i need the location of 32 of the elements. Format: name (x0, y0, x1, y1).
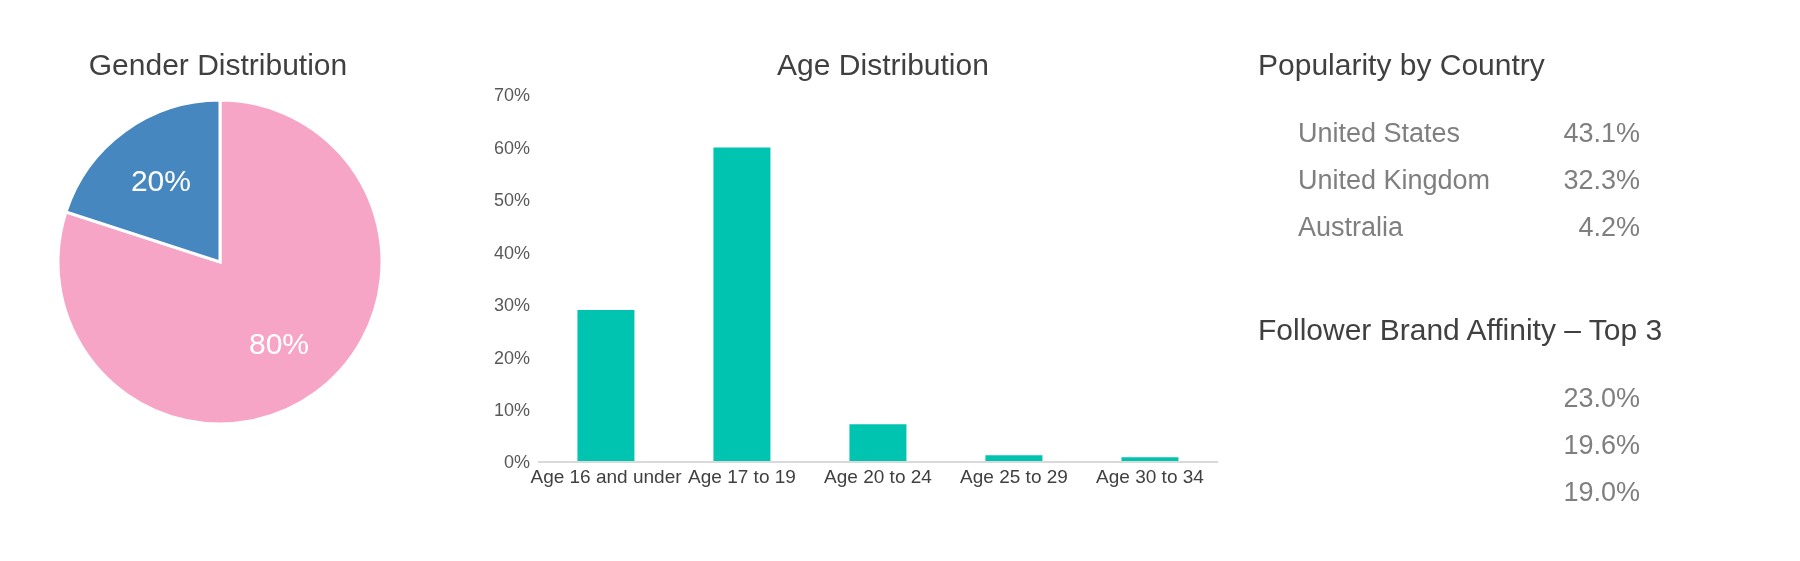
text: Follower Brand Affinity – Top 3 (1258, 313, 1664, 347)
y-tick-label: 50% (493, 190, 530, 211)
category-label: Australia (1298, 212, 1405, 243)
x-tick-label: Age 25 to 29 (960, 466, 1068, 488)
y-tick-label: 30% (493, 295, 530, 316)
y-tick-label: 20% (493, 347, 530, 368)
data-label: 43.1% (1562, 118, 1640, 149)
category-label: United Kingdom (1298, 165, 1492, 196)
bar (713, 147, 771, 462)
y-tick-label: 60% (493, 137, 530, 158)
data-label: 19.6% (1562, 430, 1640, 461)
data-label: 4.2% (1577, 212, 1640, 243)
data-label: 20% (130, 164, 191, 198)
y-tick-label: 10% (493, 399, 530, 420)
data-label: 23.0% (1562, 383, 1640, 414)
pie-slice (56, 98, 384, 426)
bar (577, 309, 635, 462)
data-label: 19.0% (1562, 477, 1640, 508)
data-label: 80% (249, 326, 310, 360)
text: Popularity by Country (1258, 48, 1546, 82)
x-tick-label: Age 30 to 34 (1096, 466, 1205, 488)
chart-title: Age Distribution (776, 48, 990, 82)
y-tick-label: 0% (503, 452, 530, 473)
x-tick-label: Age 16 and under (530, 466, 683, 488)
category-label: United States (1298, 118, 1462, 149)
y-tick-label: 70% (493, 85, 530, 106)
y-tick-label: 40% (493, 242, 530, 263)
x-tick-label: Age 17 to 19 (688, 466, 796, 488)
chart-title: Gender Distribution (87, 48, 349, 82)
data-label: 32.3% (1562, 165, 1640, 196)
x-tick-label: Age 20 to 24 (824, 466, 933, 488)
bar (849, 424, 907, 462)
